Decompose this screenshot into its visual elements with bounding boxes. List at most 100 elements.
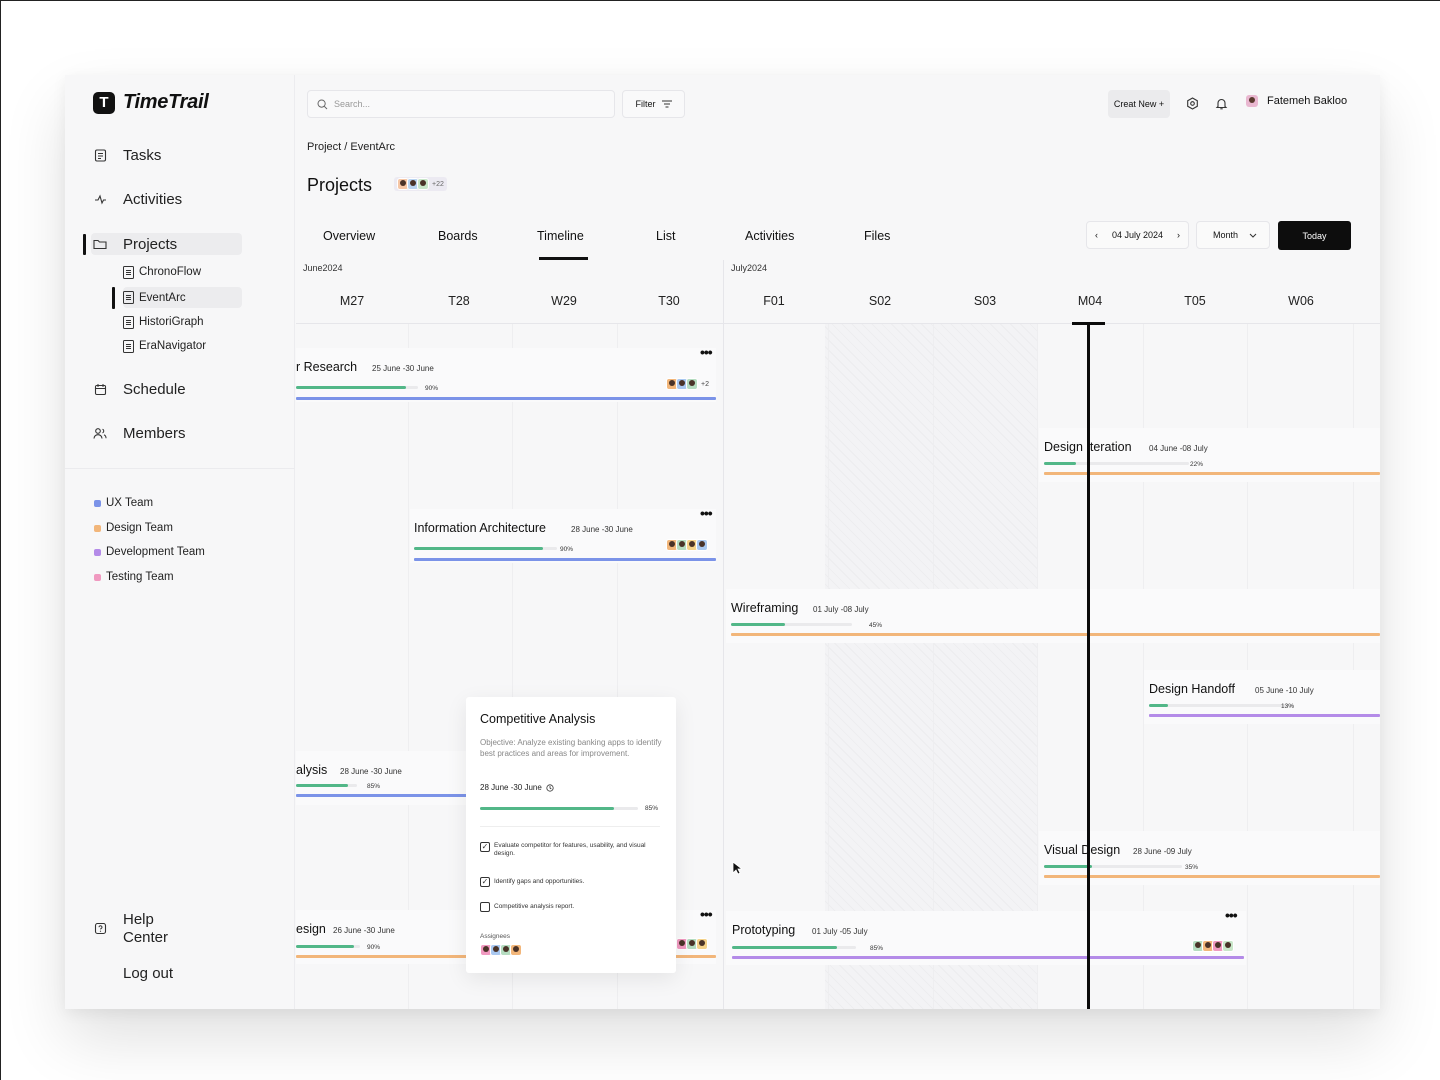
team-color-line: [732, 956, 1244, 959]
more-options-icon[interactable]: •••: [700, 344, 713, 360]
task-dates: 28 June -30 June: [571, 525, 633, 534]
create-new-button[interactable]: Creat New +: [1108, 90, 1170, 118]
team-item-ux[interactable]: UX Team: [94, 497, 153, 509]
project-item-chronoflow[interactable]: ChronoFlow: [123, 263, 201, 281]
sidebar-item-members[interactable]: Members: [93, 425, 186, 442]
checkbox-checked-icon[interactable]: ✓: [480, 842, 490, 852]
team-color-dot: [94, 499, 101, 507]
tab-activities[interactable]: Activities: [745, 229, 795, 243]
sidebar-item-projects[interactable]: Projects: [91, 233, 242, 255]
tasks-icon: [93, 149, 107, 163]
folder-icon: [93, 237, 107, 251]
checklist-item[interactable]: ✓ Evaluate competitor for features, usab…: [480, 842, 660, 858]
checkbox-checked-icon[interactable]: ✓: [480, 877, 490, 887]
sidebar-item-tasks[interactable]: Tasks: [93, 147, 161, 164]
tab-boards[interactable]: Boards: [438, 229, 478, 243]
task-assignees[interactable]: [1192, 940, 1234, 952]
tab-list[interactable]: List: [656, 229, 676, 243]
mouse-cursor-icon: [732, 861, 742, 875]
logo-mark-icon: T: [93, 91, 115, 114]
assignees-label: Assignees: [480, 933, 510, 940]
user-menu[interactable]: Fatemeh Bakloo: [1246, 95, 1347, 107]
more-options-icon[interactable]: •••: [1225, 907, 1238, 923]
settings-icon[interactable]: [1185, 96, 1199, 110]
popover-assignees[interactable]: [480, 944, 522, 956]
task-card-user-research[interactable]: r Research 25 June -30 June ••• +2 90%: [296, 344, 716, 402]
team-label: UX Team: [106, 497, 154, 509]
calendar-icon: [93, 383, 107, 397]
task-card-information-architecture[interactable]: Information Architecture 28 June -30 Jun…: [410, 505, 716, 563]
avatar: [686, 938, 698, 950]
progress-percent: 22%: [1190, 461, 1204, 468]
task-assignees[interactable]: [676, 938, 708, 950]
task-card-design-iteration[interactable]: Design Iteration 04 June -08 July 22%: [1039, 428, 1380, 482]
today-button[interactable]: Today: [1278, 221, 1351, 250]
popover-description: Objective: Analyze existing banking apps…: [480, 738, 662, 758]
month-label: July2024: [731, 263, 768, 273]
progress-fill: [296, 386, 406, 389]
sidebar-item-schedule[interactable]: Schedule: [93, 381, 186, 398]
help-center-link[interactable]: Help Center: [93, 911, 168, 947]
sidebar-item-activities[interactable]: Activities: [93, 191, 182, 208]
more-options-icon[interactable]: •••: [700, 906, 713, 922]
search-box[interactable]: [307, 90, 615, 118]
team-color-line: [731, 633, 1380, 636]
task-dates: 28 June -09 July: [1133, 847, 1192, 856]
filter-button[interactable]: Filter: [622, 90, 685, 118]
task-detail-popover[interactable]: Competitive Analysis Objective: Analyze …: [466, 697, 676, 973]
document-icon: [123, 291, 134, 304]
task-card-visual-design[interactable]: Visual Design 28 June -09 July 35%: [1039, 831, 1380, 885]
search-input[interactable]: [334, 99, 594, 109]
task-title: Information Architecture: [414, 521, 547, 535]
app-name: TimeTrail: [123, 91, 209, 113]
team-item-testing[interactable]: Testing Team: [94, 571, 174, 583]
team-label: Development Team: [106, 546, 205, 558]
progress-fill: [1044, 462, 1076, 465]
next-date-button[interactable]: ›: [1176, 230, 1180, 240]
checklist-label: Evaluate competitor for features, usabil…: [494, 842, 646, 857]
team-item-development[interactable]: Development Team: [94, 546, 205, 558]
notification-bell-icon[interactable]: [1214, 96, 1228, 110]
checklist-item[interactable]: ✓ Identify gaps and opportunities.: [480, 877, 660, 887]
sidebar-item-label: Projects: [123, 235, 178, 253]
active-tab-indicator: [539, 257, 588, 260]
team-item-design[interactable]: Design Team: [94, 522, 173, 534]
day-label: T30: [658, 294, 680, 308]
avatar: [696, 539, 708, 551]
task-dates: 25 June -30 June: [372, 364, 434, 373]
tab-overview[interactable]: Overview: [323, 229, 376, 243]
task-card-wireframing[interactable]: Wireframing 01 July -08 July 45%: [726, 589, 1380, 643]
task-card-competitive-analysis[interactable]: alysis 28 June -30 June 85%: [296, 751, 468, 805]
breadcrumb[interactable]: Project / EventArc: [307, 141, 396, 153]
checkbox-unchecked-icon[interactable]: [480, 902, 490, 912]
project-item-eranavigator[interactable]: EraNavigator: [123, 337, 206, 355]
app-logo[interactable]: T TimeTrail: [93, 91, 209, 114]
active-indicator: [112, 287, 115, 309]
popover-dates: 28 June -30 June: [480, 783, 554, 792]
task-card-design-handoff[interactable]: Design Handoff 05 June -10 July 13%: [1144, 670, 1380, 724]
help-label-line: Help: [123, 911, 154, 928]
day-label: M04: [1077, 294, 1103, 308]
month-label: June2024: [303, 263, 343, 273]
task-assignees[interactable]: +2: [666, 378, 709, 390]
project-item-historigraph[interactable]: HistoriGraph: [123, 313, 204, 331]
popover-title: Competitive Analysis: [480, 712, 596, 726]
tab-timeline[interactable]: Timeline: [537, 229, 584, 243]
progress-percent: 45%: [869, 622, 883, 629]
chevron-down-icon: [1249, 233, 1257, 238]
view-mode-select[interactable]: Month: [1196, 221, 1270, 249]
sidebar-item-label: Schedule: [123, 381, 186, 398]
task-card-prototyping[interactable]: Prototyping 01 July -05 July ••• 85%: [726, 907, 1246, 965]
project-members[interactable]: +22: [394, 177, 447, 191]
progress-fill: [414, 547, 543, 550]
logout-link[interactable]: Log out: [123, 965, 173, 982]
progress-percent: 85%: [645, 805, 659, 812]
tab-files[interactable]: Files: [864, 229, 891, 243]
checklist-item[interactable]: Competitive analysis report.: [480, 902, 660, 912]
task-assignees[interactable]: [666, 539, 708, 551]
project-item-eventarc[interactable]: EventArc: [123, 287, 242, 308]
more-options-icon[interactable]: •••: [700, 505, 713, 521]
day-label: W29: [551, 294, 577, 308]
prev-date-button[interactable]: ‹: [1095, 230, 1098, 240]
